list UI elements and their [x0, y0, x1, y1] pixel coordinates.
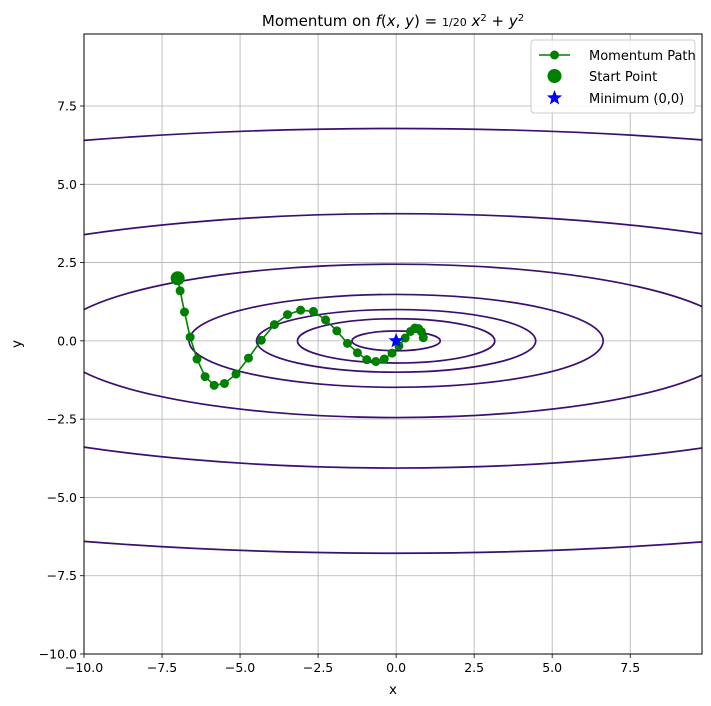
- y-tick-label: 0.0: [57, 333, 77, 348]
- legend-label-momentum: Momentum Path: [589, 49, 696, 64]
- momentum-path-point: [418, 333, 428, 343]
- y-tick-label: 5.0: [57, 177, 77, 192]
- x-tick-label: −7.5: [147, 660, 177, 675]
- momentum-path-point: [352, 348, 362, 358]
- y-tick-label: 2.5: [57, 255, 77, 270]
- contour-ellipse: [84, 263, 702, 419]
- legend-marker-momentum: [550, 50, 559, 60]
- x-tick-label: 7.5: [620, 660, 640, 675]
- momentum-path-point: [185, 332, 195, 342]
- x-tick-label: 2.5: [464, 660, 484, 675]
- y-tick-label: −7.5: [47, 568, 77, 583]
- momentum-path-point: [387, 348, 397, 358]
- momentum-path-point: [209, 380, 219, 390]
- legend-marker-start: [547, 69, 562, 83]
- momentum-path-point: [283, 310, 293, 320]
- y-tick-label: −10.0: [39, 647, 77, 662]
- markers: [170, 271, 404, 348]
- momentum-path-point: [243, 353, 253, 363]
- x-tick-label: 5.0: [542, 660, 562, 675]
- momentum-path-point: [296, 305, 306, 315]
- y-axis-label: y: [9, 340, 25, 348]
- contour-ellipse: [84, 212, 702, 469]
- momentum-path-point: [269, 320, 279, 330]
- momentum-path-point: [371, 357, 381, 367]
- momentum-path-point: [332, 326, 342, 336]
- minimum-star-marker: [388, 332, 404, 348]
- momentum-path-point: [321, 315, 331, 325]
- contour-ellipse: [255, 308, 537, 374]
- x-tick-label: −5.0: [225, 660, 255, 675]
- momentum-path-point: [231, 369, 241, 379]
- plot-frame: [83, 33, 703, 655]
- legend-marker-minimum: [546, 90, 563, 105]
- momentum-path-point: [379, 354, 389, 364]
- y-tick-label: −2.5: [47, 412, 77, 427]
- x-tick-label: 0.0: [386, 660, 406, 675]
- contour-ellipse: [351, 330, 442, 352]
- momentum-path-point: [180, 307, 190, 317]
- legend-label-minimum: Minimum (0,0): [589, 92, 684, 107]
- contour-ellipse: [84, 127, 702, 555]
- x-axis-label: x: [389, 682, 397, 698]
- momentum-path-point: [192, 354, 202, 364]
- legend-box: [530, 39, 696, 114]
- contour-ellipse: [296, 317, 496, 364]
- momentum-path-point: [400, 333, 410, 343]
- momentum-path-point: [342, 338, 352, 348]
- legend: Momentum Path Start Point Minimum (0,0): [530, 39, 696, 114]
- x-tick-label: −2.5: [303, 660, 333, 675]
- momentum-path: [173, 273, 428, 390]
- legend-label-start: Start Point: [589, 70, 657, 85]
- ticks: −10.0 −7.5 −5.0 −2.5 0.0 2.5 5.0 7.5 −10.0 −7.5 −5…: [39, 99, 640, 675]
- momentum-path-point: [219, 378, 229, 388]
- y-tick-label: −5.0: [47, 490, 77, 505]
- momentum-path-point: [308, 306, 318, 316]
- momentum-path-point: [200, 372, 210, 382]
- x-tick-label: −10.0: [65, 660, 103, 675]
- momentum-path-point: [362, 355, 372, 365]
- chart-title: Momentum on f(x, y) = 1/20 x2 + y2: [262, 12, 524, 30]
- y-tick-label: 7.5: [57, 99, 77, 114]
- momentum-path-point: [175, 286, 185, 296]
- momentum-path-point: [256, 335, 266, 345]
- start-point-marker: [170, 271, 185, 286]
